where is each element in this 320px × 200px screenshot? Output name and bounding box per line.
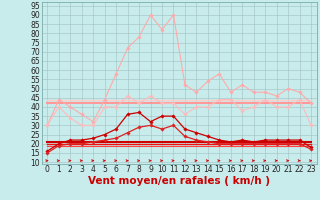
X-axis label: Vent moyen/en rafales ( km/h ): Vent moyen/en rafales ( km/h ) xyxy=(88,176,270,186)
